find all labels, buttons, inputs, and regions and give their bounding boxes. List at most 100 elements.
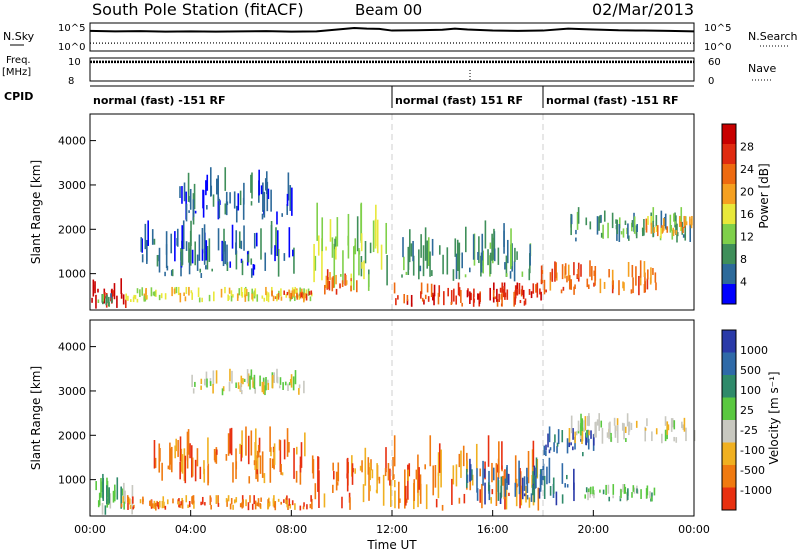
data-cell xyxy=(550,272,552,281)
data-cell xyxy=(652,268,654,275)
y-tick-label: 4000 xyxy=(58,135,86,148)
data-cell xyxy=(293,376,295,390)
data-cell xyxy=(273,372,275,383)
data-cell xyxy=(188,173,190,202)
data-cell xyxy=(125,299,127,308)
data-cell xyxy=(665,430,667,441)
data-cell xyxy=(585,218,587,226)
data-cell xyxy=(255,501,257,510)
data-cell xyxy=(229,261,231,267)
data-cell xyxy=(484,483,486,505)
data-cell xyxy=(563,287,565,291)
data-cell xyxy=(263,382,265,394)
data-cell xyxy=(185,296,187,301)
data-cell xyxy=(201,298,203,302)
data-cell xyxy=(524,493,526,496)
data-cell xyxy=(324,493,326,507)
data-cell xyxy=(608,497,610,502)
data-cell xyxy=(455,296,457,305)
data-cell xyxy=(385,468,387,476)
data-cell xyxy=(573,483,575,501)
data-cell xyxy=(132,496,134,503)
data-cell xyxy=(498,441,500,473)
data-cell xyxy=(488,435,490,467)
data-cell xyxy=(369,463,371,480)
data-cell xyxy=(501,294,503,300)
data-cell xyxy=(279,385,281,388)
data-cell xyxy=(496,463,498,494)
data-cell xyxy=(125,294,127,301)
data-cell xyxy=(341,497,343,509)
data-cell xyxy=(654,488,656,496)
data-cell xyxy=(636,488,638,493)
data-cell xyxy=(567,484,569,487)
data-cell xyxy=(226,498,228,502)
data-cell xyxy=(420,266,422,272)
data-cell xyxy=(601,233,603,238)
data-cell xyxy=(251,201,253,205)
data-cell xyxy=(495,296,497,299)
data-cell xyxy=(336,472,338,491)
data-cell xyxy=(159,501,161,508)
x-tick-label: 08:00 xyxy=(275,523,307,536)
data-cell xyxy=(277,377,279,384)
data-cell xyxy=(477,488,479,501)
data-cell xyxy=(368,274,370,291)
data-cell xyxy=(224,167,226,191)
data-cell xyxy=(600,421,602,428)
data-cell xyxy=(567,438,569,453)
noise-left-label: N.Sky xyxy=(3,30,35,43)
data-cell xyxy=(204,224,206,253)
data-cell xyxy=(280,502,282,505)
data-cell xyxy=(188,242,190,262)
data-cell xyxy=(135,295,137,299)
data-cell xyxy=(287,384,289,391)
data-cell xyxy=(271,290,273,296)
data-cell xyxy=(413,479,415,501)
noise-panel: N.Sky N.Search 10^5 10^0 10^5 10^0 xyxy=(3,23,798,53)
cpid-label: CPID xyxy=(4,90,33,103)
data-cell xyxy=(561,430,563,442)
data-cell xyxy=(361,233,363,251)
velocity-frame xyxy=(90,320,694,516)
data-cell xyxy=(620,489,622,498)
station-title: South Pole Station (fitACF) xyxy=(92,0,304,19)
data-cell xyxy=(683,234,685,237)
data-cell xyxy=(295,370,297,384)
data-cell xyxy=(598,217,600,231)
data-cell xyxy=(385,223,387,254)
data-cell xyxy=(177,229,179,247)
data-cell xyxy=(200,273,202,278)
data-cell xyxy=(152,503,154,508)
colorbar-swatch xyxy=(722,204,736,224)
data-cell xyxy=(529,497,531,507)
data-cell xyxy=(586,279,588,287)
data-cell xyxy=(216,179,218,195)
data-cell xyxy=(177,440,179,457)
data-cell xyxy=(418,467,420,490)
data-cell xyxy=(181,186,183,204)
data-cell xyxy=(199,297,201,302)
data-cell xyxy=(250,258,252,264)
power-colorbar-label: Power [dB] xyxy=(757,163,771,228)
data-cell xyxy=(241,241,243,249)
data-cell xyxy=(211,269,213,272)
data-cell xyxy=(318,457,320,470)
data-cell xyxy=(629,422,631,432)
data-cell xyxy=(262,295,264,298)
data-cell xyxy=(238,382,240,389)
data-cell xyxy=(231,498,233,504)
data-cell xyxy=(228,433,230,456)
data-cell xyxy=(625,427,627,433)
data-cell xyxy=(363,261,365,280)
data-cell xyxy=(465,227,467,252)
data-cell xyxy=(593,271,595,276)
data-cell xyxy=(174,231,176,261)
data-cell xyxy=(245,499,247,506)
data-cell xyxy=(407,295,409,301)
noise-left-tick-bottom: 10^0 xyxy=(58,42,85,53)
data-cell xyxy=(162,496,164,502)
data-cell xyxy=(100,478,102,498)
data-cell xyxy=(251,369,253,379)
data-cell xyxy=(597,419,599,425)
